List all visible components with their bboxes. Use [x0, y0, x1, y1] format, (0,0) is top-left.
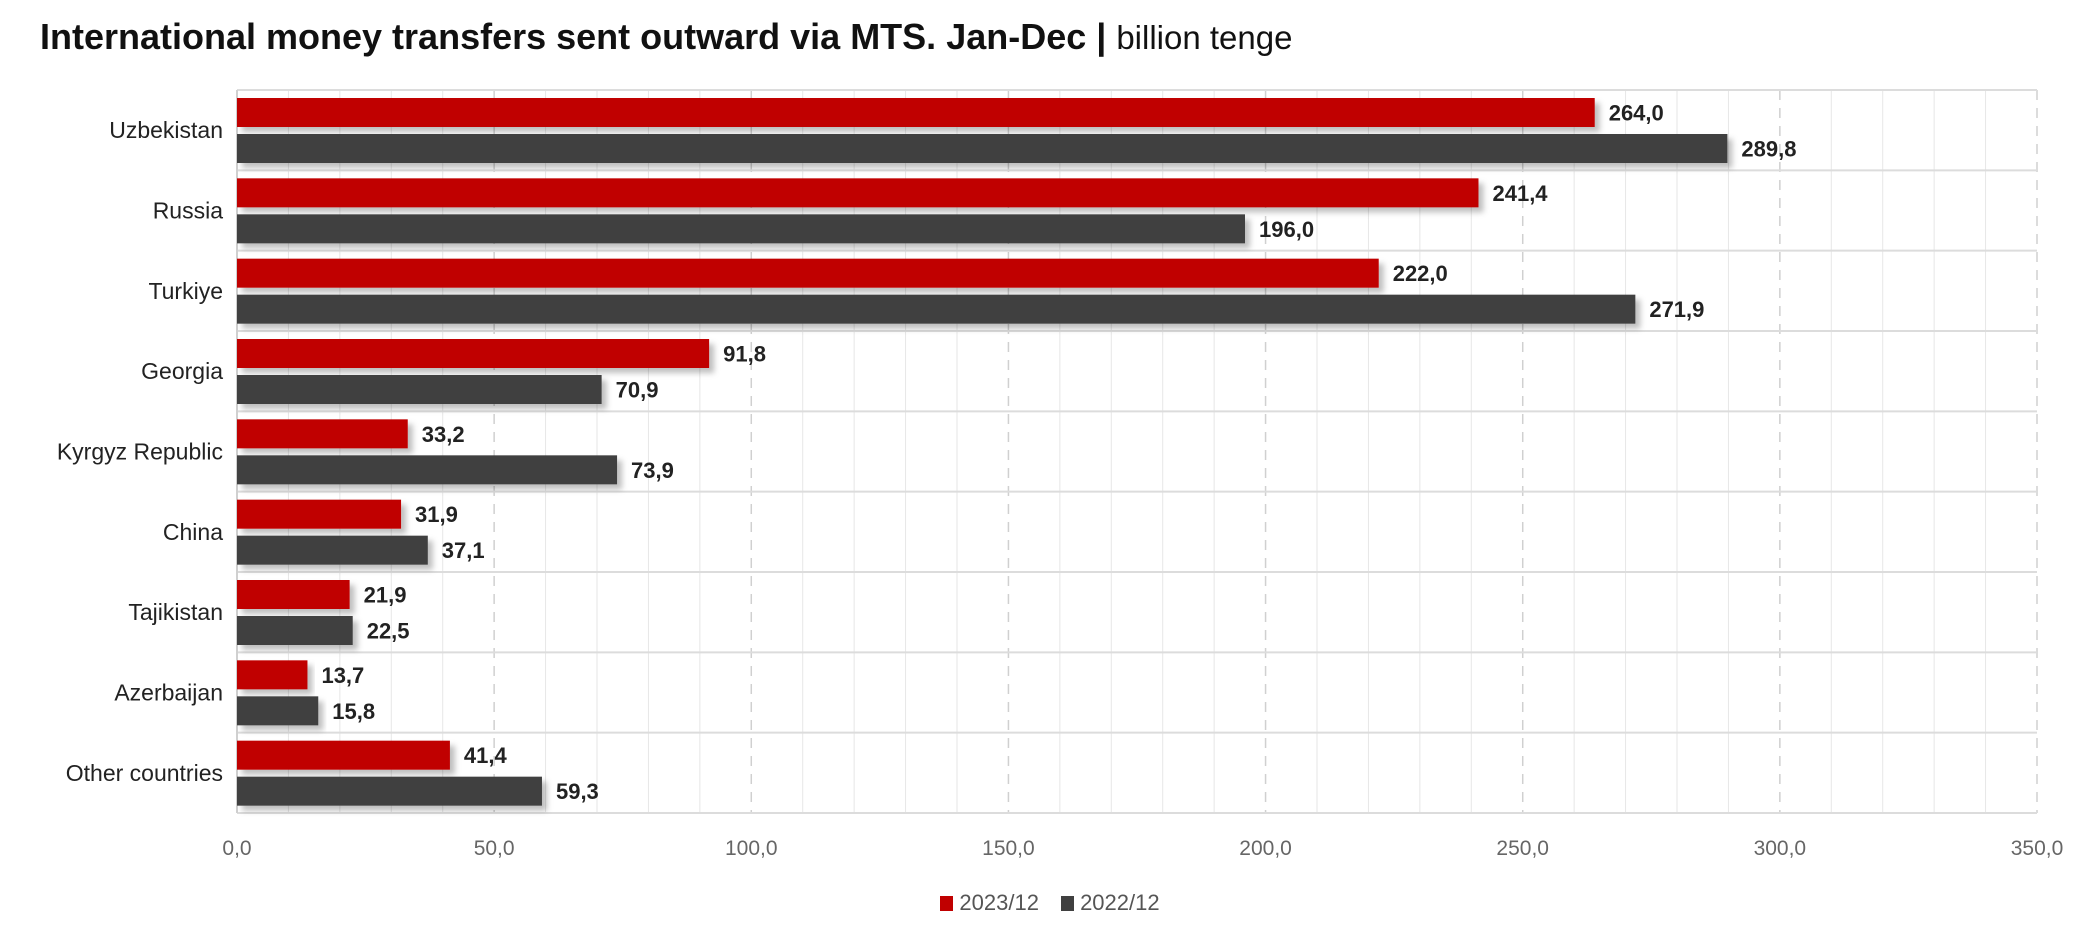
category-label: Georgia: [141, 358, 223, 384]
legend-item-2022: 2022/12: [1061, 890, 1160, 916]
x-tick-label: 50,0: [474, 837, 515, 860]
bar-2023: [237, 258, 1379, 288]
bar-2023: [237, 740, 450, 770]
legend-item-2023: 2023/12: [940, 890, 1039, 916]
bar-2023: [237, 660, 308, 690]
bar-2023: [237, 580, 350, 609]
data-label: 21,9: [364, 583, 407, 608]
data-label: 41,4: [464, 743, 508, 768]
bar-2022: [237, 375, 602, 404]
x-tick-label: 200,0: [1239, 837, 1292, 860]
data-label: 196,0: [1259, 217, 1314, 242]
data-label: 271,9: [1649, 297, 1704, 322]
bar-2022: [237, 535, 428, 565]
bar-2022: [237, 696, 319, 726]
data-label: 13,7: [321, 663, 364, 688]
bar-2022: [237, 294, 1636, 324]
chart-title: International money transfers sent outwa…: [40, 16, 1293, 57]
x-tick-label: 250,0: [1496, 837, 1549, 860]
bar-2022: [237, 776, 542, 806]
x-tick-label: 0,0: [222, 837, 251, 860]
category-label: Tajikistan: [128, 599, 223, 625]
bar-2023: [237, 339, 710, 368]
data-label: 264,0: [1609, 101, 1664, 126]
bar-2023: [237, 98, 1595, 127]
category-label: Other countries: [66, 760, 223, 786]
title-text: International money transfers sent outwa…: [40, 16, 1087, 57]
data-label: 59,3: [556, 779, 599, 804]
x-tick-label: 100,0: [725, 837, 778, 860]
bar-2022: [237, 134, 1728, 163]
data-label: 31,9: [415, 502, 458, 527]
bar-2023: [237, 178, 1479, 208]
data-label: 91,8: [723, 342, 766, 367]
x-tick-label: 150,0: [982, 837, 1035, 860]
category-label: China: [163, 519, 223, 545]
legend: 2023/12 2022/12: [0, 890, 2100, 917]
legend-swatch: [1061, 895, 1075, 911]
data-label: 22,5: [367, 619, 410, 644]
data-label: 33,2: [422, 422, 465, 447]
legend-swatch: [940, 895, 954, 911]
category-label: Turkiye: [148, 278, 223, 304]
bar-2022: [237, 616, 353, 645]
bar-2022: [237, 455, 618, 485]
bar-2023: [237, 499, 402, 529]
data-label: 70,9: [616, 378, 659, 403]
x-tick-label: 300,0: [1754, 837, 1807, 860]
data-label: 289,8: [1741, 137, 1796, 162]
category-label: Kyrgyz Republic: [57, 439, 223, 465]
bar-2022: [237, 214, 1245, 244]
data-label: 15,8: [332, 699, 375, 724]
category-label: Azerbaijan: [114, 680, 223, 706]
data-label: 73,9: [631, 458, 674, 483]
unit-text: billion tenge: [1116, 19, 1293, 56]
x-tick-label: 350,0: [2011, 837, 2064, 860]
category-label: Russia: [153, 198, 224, 224]
data-label: 222,0: [1393, 261, 1448, 286]
bar-2023: [237, 419, 408, 449]
legend-label: 2023/12: [959, 890, 1039, 915]
category-label: Uzbekistan: [109, 117, 223, 143]
data-label: 37,1: [442, 538, 485, 563]
data-label: 241,4: [1492, 181, 1548, 206]
legend-label: 2022/12: [1080, 890, 1160, 915]
